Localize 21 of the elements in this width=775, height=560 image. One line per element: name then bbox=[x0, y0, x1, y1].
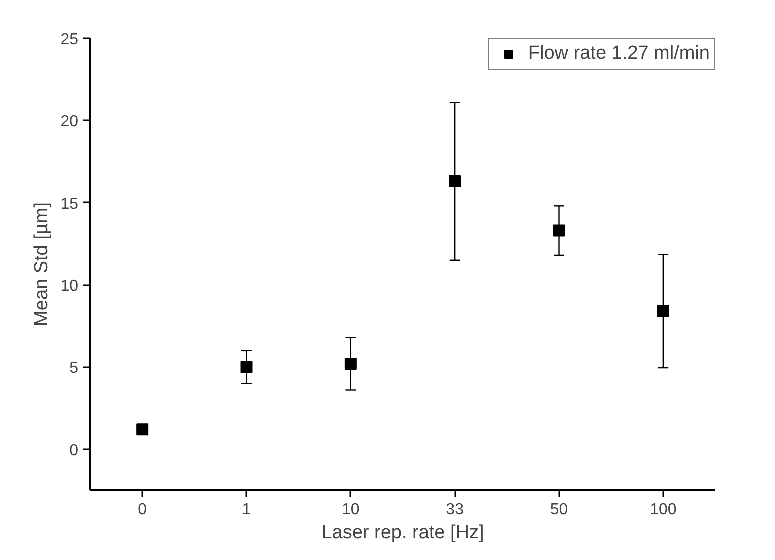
y-tick-label: 0 bbox=[70, 442, 79, 460]
point bbox=[449, 175, 462, 188]
x-tick-label: 1 bbox=[242, 502, 252, 518]
x-tick-label: 10 bbox=[342, 502, 360, 518]
point bbox=[136, 424, 149, 436]
y-tick-label: 10 bbox=[60, 278, 79, 296]
y-axis-title: Mean Std [µm] bbox=[32, 202, 53, 326]
y-tick-label: 25 bbox=[60, 32, 79, 48]
x-tick-label: 50 bbox=[550, 502, 568, 518]
point bbox=[657, 305, 670, 318]
point bbox=[240, 361, 253, 374]
legend-label: Flow rate 1.27 ml/min bbox=[528, 43, 710, 65]
y-tick-label: 20 bbox=[60, 114, 79, 131]
y-tick-label: 15 bbox=[60, 196, 79, 213]
point bbox=[553, 224, 566, 237]
x-tick-label: 0 bbox=[138, 502, 148, 518]
point bbox=[344, 358, 357, 370]
x-axis-title: Laser rep. rate [Hz] bbox=[322, 522, 484, 544]
x-tick-label: 100 bbox=[650, 502, 677, 518]
y-tick-label: 5 bbox=[70, 360, 79, 378]
x-tick-label: 33 bbox=[446, 502, 464, 518]
